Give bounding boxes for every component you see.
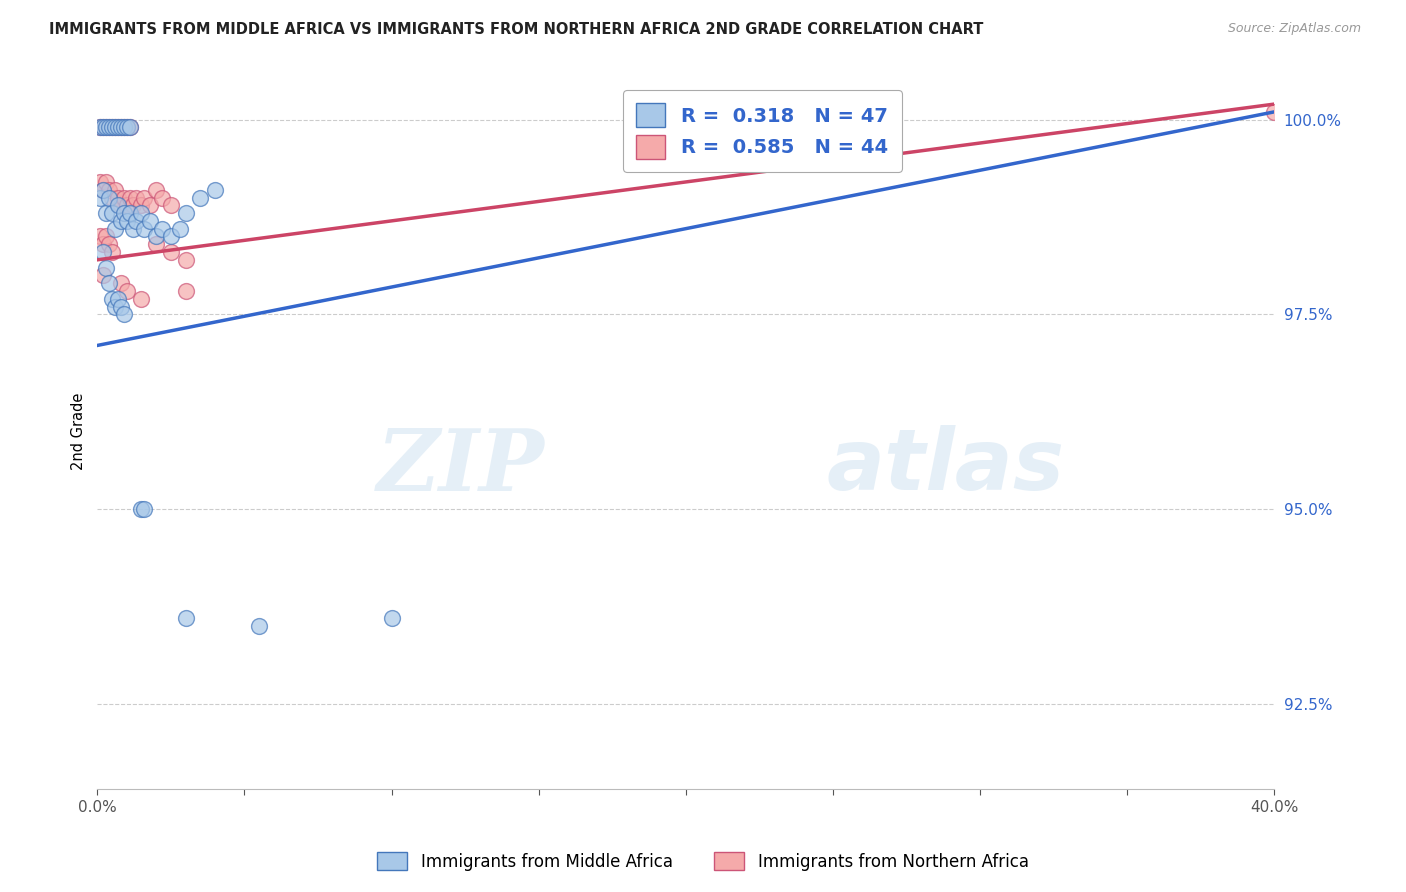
Point [150, 221, 173, 235]
Point [115, 120, 138, 135]
Point [1263, 104, 1285, 119]
Point [91, 237, 114, 252]
Point [145, 237, 167, 252]
Point [160, 245, 183, 260]
Point [174, 284, 197, 298]
Point [124, 190, 146, 204]
Point [134, 190, 156, 204]
Point [115, 198, 138, 212]
Point [118, 120, 141, 135]
Point [91, 245, 114, 260]
Point [89, 120, 111, 135]
Point [112, 307, 135, 321]
Point [134, 221, 156, 235]
Point [104, 300, 127, 314]
Legend: R =  0.318   N = 47, R =  0.585   N = 44: R = 0.318 N = 47, R = 0.585 N = 44 [623, 90, 901, 172]
Point [110, 198, 132, 212]
Point [98, 183, 121, 197]
Point [98, 276, 121, 290]
Point [96, 120, 118, 135]
Point [121, 221, 143, 235]
Point [150, 190, 173, 204]
Point [174, 611, 197, 625]
Point [131, 292, 153, 306]
Point [124, 214, 146, 228]
Point [89, 190, 111, 204]
Point [96, 206, 118, 220]
Point [89, 175, 111, 189]
Point [110, 276, 132, 290]
Point [139, 198, 162, 212]
Point [96, 120, 118, 135]
Point [380, 611, 402, 625]
Point [98, 120, 121, 135]
Point [96, 175, 118, 189]
Point [104, 221, 127, 235]
Point [188, 190, 211, 204]
Point [91, 268, 114, 283]
Point [131, 198, 153, 212]
Point [98, 237, 121, 252]
Point [104, 120, 127, 135]
Point [98, 120, 121, 135]
Point [101, 245, 124, 260]
Point [112, 120, 135, 135]
Point [204, 183, 226, 197]
Point [174, 252, 197, 267]
Point [101, 120, 124, 135]
Point [145, 183, 167, 197]
Point [107, 198, 129, 212]
Point [118, 190, 141, 204]
Point [101, 190, 124, 204]
Point [115, 214, 138, 228]
Point [91, 183, 114, 197]
Point [112, 206, 135, 220]
Point [174, 206, 197, 220]
Point [107, 190, 129, 204]
Point [160, 198, 183, 212]
Point [110, 120, 132, 135]
Point [107, 120, 129, 135]
Point [121, 198, 143, 212]
Point [112, 120, 135, 135]
Point [169, 221, 191, 235]
Point [107, 292, 129, 306]
Point [91, 120, 114, 135]
Point [89, 120, 111, 135]
Point [89, 229, 111, 244]
Point [131, 206, 153, 220]
Point [118, 206, 141, 220]
Text: ZIP: ZIP [377, 425, 544, 508]
Point [96, 229, 118, 244]
Point [139, 214, 162, 228]
Point [118, 120, 141, 135]
Point [110, 120, 132, 135]
Point [104, 120, 127, 135]
Text: atlas: atlas [827, 425, 1064, 508]
Point [112, 190, 135, 204]
Point [96, 260, 118, 275]
Point [115, 284, 138, 298]
Legend: Immigrants from Middle Africa, Immigrants from Northern Africa: Immigrants from Middle Africa, Immigrant… [368, 844, 1038, 880]
Point [160, 229, 183, 244]
Point [101, 206, 124, 220]
Point [98, 190, 121, 204]
Text: Source: ZipAtlas.com: Source: ZipAtlas.com [1227, 22, 1361, 36]
Point [131, 502, 153, 516]
Point [134, 502, 156, 516]
Point [101, 292, 124, 306]
Text: IMMIGRANTS FROM MIDDLE AFRICA VS IMMIGRANTS FROM NORTHERN AFRICA 2ND GRADE CORRE: IMMIGRANTS FROM MIDDLE AFRICA VS IMMIGRA… [49, 22, 984, 37]
Point [101, 120, 124, 135]
Point [104, 183, 127, 197]
Point [91, 120, 114, 135]
Point [145, 229, 167, 244]
Y-axis label: 2nd Grade: 2nd Grade [72, 392, 86, 470]
Point [110, 214, 132, 228]
Point [91, 183, 114, 197]
Point [110, 300, 132, 314]
Point [115, 120, 138, 135]
Point [107, 120, 129, 135]
Point [247, 618, 270, 632]
